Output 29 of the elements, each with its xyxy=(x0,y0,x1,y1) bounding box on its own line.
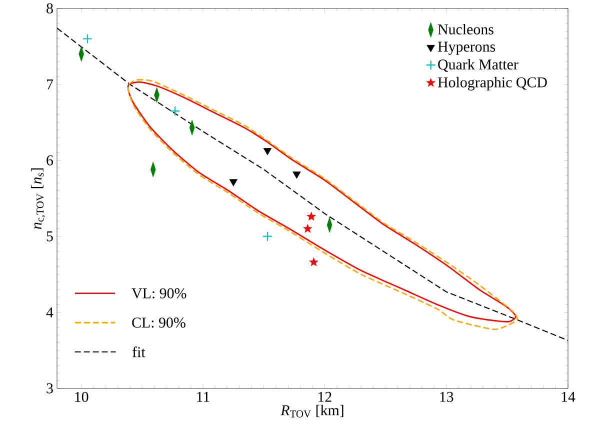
annotation: VL: 90% xyxy=(132,288,186,298)
point xyxy=(170,106,180,116)
point xyxy=(292,171,301,179)
legend-label: Holographic QCD xyxy=(438,76,547,90)
point xyxy=(302,224,312,233)
point xyxy=(306,211,316,220)
x-tick-label: 13 xyxy=(440,392,454,402)
legend-label: Hyperons xyxy=(438,42,496,55)
y-axis-title: n$_{c,TOV}$ [n$_{s}$] xyxy=(31,168,46,229)
point xyxy=(229,179,238,186)
point xyxy=(82,34,92,44)
x-tick-label: 10 xyxy=(75,392,88,402)
y-tick-label: 8 xyxy=(46,3,53,14)
x-tick-label: 14 xyxy=(562,392,576,402)
y-tick-label: 3 xyxy=(46,383,53,394)
point xyxy=(262,231,273,242)
x-axis-title: R$_{TOV}$ [km] xyxy=(280,404,344,418)
y-tick-label: 6 xyxy=(46,155,54,166)
legend-label: Nucleons xyxy=(438,24,494,34)
annotation: CL: 90% xyxy=(132,317,186,328)
x-tick-label: 12 xyxy=(318,392,332,402)
y-tick-label: 7 xyxy=(46,79,54,90)
y-tick-label: 4 xyxy=(46,307,54,318)
legend-label: Quark Matter xyxy=(438,58,518,72)
legend-label: fit xyxy=(132,346,146,358)
y-tick-label: 5 xyxy=(46,231,53,242)
x-tick-label: 11 xyxy=(197,392,210,402)
point xyxy=(263,148,272,155)
point xyxy=(308,257,318,266)
